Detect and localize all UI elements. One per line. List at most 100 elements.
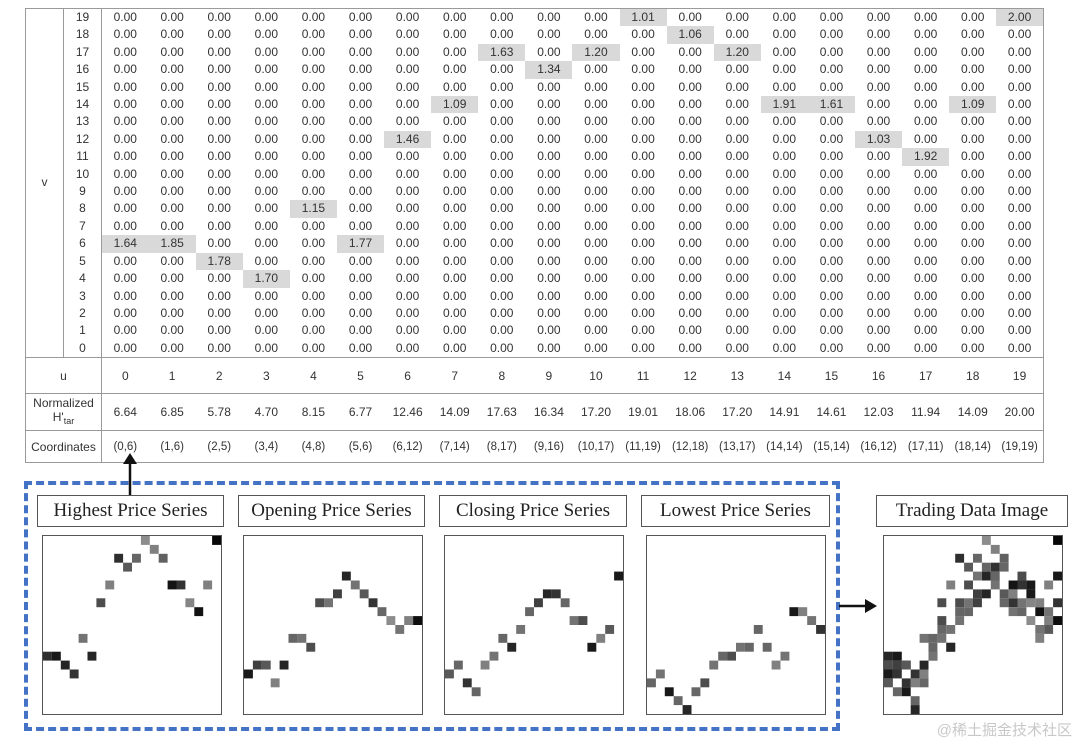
matrix-cell: 0.00 xyxy=(443,236,467,251)
pixel-cell xyxy=(973,571,982,581)
highlighted-cell: 1.15 xyxy=(289,200,337,218)
matrix-cell: 0.00 xyxy=(678,184,702,199)
matrix-cell: 0.00 xyxy=(631,236,655,251)
matrix-cell: 0.00 xyxy=(113,114,137,129)
matrix-cell: 0.00 xyxy=(395,166,420,181)
matrix-cell: 0.00 xyxy=(961,44,985,59)
matrix-cell: 0.00 xyxy=(160,166,184,181)
highlighted-cell: 1.09 xyxy=(431,96,479,114)
u-axis-row: u 0 1 2 3 4 5 6 7 8 9 10 11 12 13 14 15 16 17 18 19 xyxy=(25,357,1044,394)
matrix-cell: 0.00 xyxy=(160,97,184,112)
matrix-cell: 0.00 xyxy=(395,114,420,129)
matrix-cell: 0.00 xyxy=(725,271,749,286)
matrix-cell: 0.00 xyxy=(961,323,985,338)
matrix-cell: 0.00 xyxy=(866,271,891,286)
coordinate-value: (1,6) xyxy=(148,430,196,464)
matrix-cell: 0.00 xyxy=(961,340,985,355)
v-index-label: 15 xyxy=(63,78,102,97)
pixel-cell xyxy=(1008,607,1018,617)
coordinate-value: (13,17) xyxy=(713,430,761,464)
highlighted-cell: 1.20 xyxy=(572,43,620,62)
pixel-cell xyxy=(999,598,1009,608)
matrix-cell: 0.00 xyxy=(348,166,373,181)
matrix-cell: 0.00 xyxy=(254,201,278,216)
matrix-cell: 0.00 xyxy=(913,97,938,112)
matrix-cell: 0.00 xyxy=(384,8,432,27)
matrix-cell: 0.00 xyxy=(254,166,278,181)
u-index-label: 15 xyxy=(807,357,855,394)
normalized-value: 8.15 xyxy=(289,393,337,431)
pixel-cell xyxy=(892,660,902,670)
matrix-row: 6 1.64 1.85 0.00 0.00 0.00 1.77 0.00 0.00 0.00 0.0… xyxy=(26,235,1044,253)
matrix-cell: 0.00 xyxy=(772,114,797,129)
coordinate-value: (3,4) xyxy=(242,430,290,464)
matrix-cell: 0.00 xyxy=(866,44,891,59)
matrix-cell: 0.00 xyxy=(819,305,844,320)
matrix-cell: 0.00 xyxy=(113,288,137,303)
highlighted-cell: 1.92 xyxy=(902,148,950,166)
matrix-cell: 0.00 xyxy=(819,201,844,216)
matrix-cell: 0.00 xyxy=(207,305,231,320)
matrix-cell: 0.00 xyxy=(678,271,702,286)
pixel-cell xyxy=(964,562,973,572)
normalized-value: 12.03 xyxy=(855,393,903,431)
pixel-cell xyxy=(973,589,982,599)
v-index-label: 4 xyxy=(63,270,102,288)
pixel-cell xyxy=(937,625,947,634)
matrix-cell: 0.00 xyxy=(678,340,702,355)
matrix-cell: 0.00 xyxy=(160,253,184,268)
matrix-cell: 0.00 xyxy=(913,62,938,77)
matrix-cell: 0.00 xyxy=(207,323,231,338)
pixel-cell xyxy=(525,607,534,617)
pixel-cell xyxy=(1053,616,1062,625)
matrix-cell: 0.00 xyxy=(348,97,373,112)
matrix-cell: 0.00 xyxy=(913,288,938,303)
matrix-cell: 0.00 xyxy=(113,166,137,181)
pixel-cell xyxy=(368,598,378,608)
normalized-value: 4.70 xyxy=(242,393,290,431)
pixel-cell xyxy=(946,625,956,634)
matrix-cell: 0.00 xyxy=(913,201,938,216)
highlighted-cell: 1.03 xyxy=(855,130,903,149)
matrix-cell: 0.00 xyxy=(584,236,608,251)
u-index-label: 3 xyxy=(242,357,290,394)
matrix-cell: 0.00 xyxy=(819,184,844,199)
highlighted-cell: 1.61 xyxy=(807,96,855,114)
pixel-cell xyxy=(1026,580,1036,590)
pixel-cell xyxy=(816,625,825,634)
matrix-cell: 0.00 xyxy=(631,27,655,42)
matrix-cell: 0.00 xyxy=(584,271,608,286)
trading-data-image xyxy=(883,535,1063,715)
normalized-label: Normalized H'tar xyxy=(25,393,102,431)
matrix-cell: 0.00 xyxy=(631,97,655,112)
matrix-cell: 0.00 xyxy=(113,62,137,77)
normalized-value: 6.77 xyxy=(336,393,385,431)
pixel-cell xyxy=(614,571,623,581)
matrix-cell: 0.00 xyxy=(678,149,702,164)
matrix-cell: 0.00 xyxy=(301,253,326,268)
matrix-cell: 0.00 xyxy=(572,8,620,27)
matrix-cell: 0.00 xyxy=(913,253,938,268)
matrix-row: 3 0.00 0.00 0.00 0.00 0.00 0.00 0.00 0.00 0.00 0.0… xyxy=(26,287,1044,305)
matrix-cell: 0.00 xyxy=(301,149,326,164)
pixel-cell xyxy=(359,589,369,599)
matrix-cell: 0.00 xyxy=(490,27,514,42)
matrix-cell: 0.00 xyxy=(949,8,997,27)
matrix-cell: 0.00 xyxy=(395,79,420,94)
pixel-cell xyxy=(185,598,195,608)
pixel-cell xyxy=(884,660,893,670)
coordinate-value: (11,19) xyxy=(619,430,667,464)
pixel-cell xyxy=(1053,598,1062,608)
lowest-price-image xyxy=(646,535,826,715)
matrix-cell: 0.00 xyxy=(631,44,655,59)
normalized-symbol-subscript: tar xyxy=(63,416,75,427)
price-series-group-box xyxy=(24,481,840,731)
normalized-value: 14.09 xyxy=(431,393,479,431)
matrix-cell: 0.00 xyxy=(725,305,749,320)
matrix-cell: 0.00 xyxy=(207,184,231,199)
pixel-cell xyxy=(1026,589,1036,599)
pixel-cell xyxy=(955,598,965,608)
matrix-cell: 0.00 xyxy=(301,79,326,94)
matrix-cell: 0.00 xyxy=(631,218,655,233)
matrix-cell: 0.00 xyxy=(443,323,467,338)
